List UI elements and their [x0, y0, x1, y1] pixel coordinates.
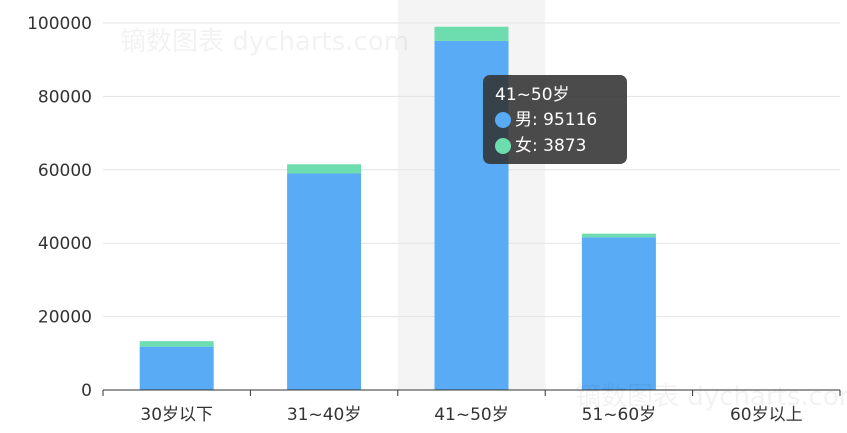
- tooltip-row-female: 女: 3873: [495, 133, 617, 159]
- x-tick-label: 31~40岁: [287, 405, 362, 425]
- y-tick-label: 20000: [38, 308, 92, 328]
- bar-female: [581, 233, 656, 238]
- x-tick-label: 41~50岁: [434, 405, 509, 425]
- bar-female: [434, 26, 509, 41]
- tooltip-female-value: 女: 3873: [515, 136, 587, 156]
- watermark: 镝数图表 dycharts.com: [575, 382, 847, 412]
- bar-male: [139, 346, 214, 390]
- bar-layer: [139, 26, 656, 390]
- axis-layer: 0 20000 40000 60000 80000 100000 30岁以下 31~40岁 41…: [27, 14, 847, 425]
- tooltip-row-male: 男: 95116: [495, 107, 617, 133]
- tooltip-male-value: 男: 95116: [515, 110, 598, 130]
- y-tick-label: 80000: [38, 87, 92, 107]
- x-tick-label: 51~60岁: [582, 405, 657, 425]
- bar-female: [139, 341, 214, 347]
- bar-female: [287, 164, 362, 174]
- watermark: 镝数图表 dycharts.com: [120, 27, 409, 57]
- series-female-swatch: [495, 138, 511, 154]
- series-male-swatch: [495, 112, 511, 128]
- y-tick-label: 60000: [38, 161, 92, 181]
- y-tick-label: 100000: [27, 14, 92, 34]
- bar-male: [287, 173, 362, 390]
- x-tick-label: 60岁以上: [730, 405, 803, 425]
- y-tick-label: 40000: [38, 234, 92, 254]
- y-tick-label: 0: [81, 381, 92, 401]
- chart-tooltip: 41~50岁 男: 95116 女: 3873: [483, 75, 627, 164]
- tooltip-title: 41~50岁: [495, 85, 570, 105]
- bar-male: [581, 237, 656, 390]
- x-tick-label: 30岁以下: [140, 405, 213, 425]
